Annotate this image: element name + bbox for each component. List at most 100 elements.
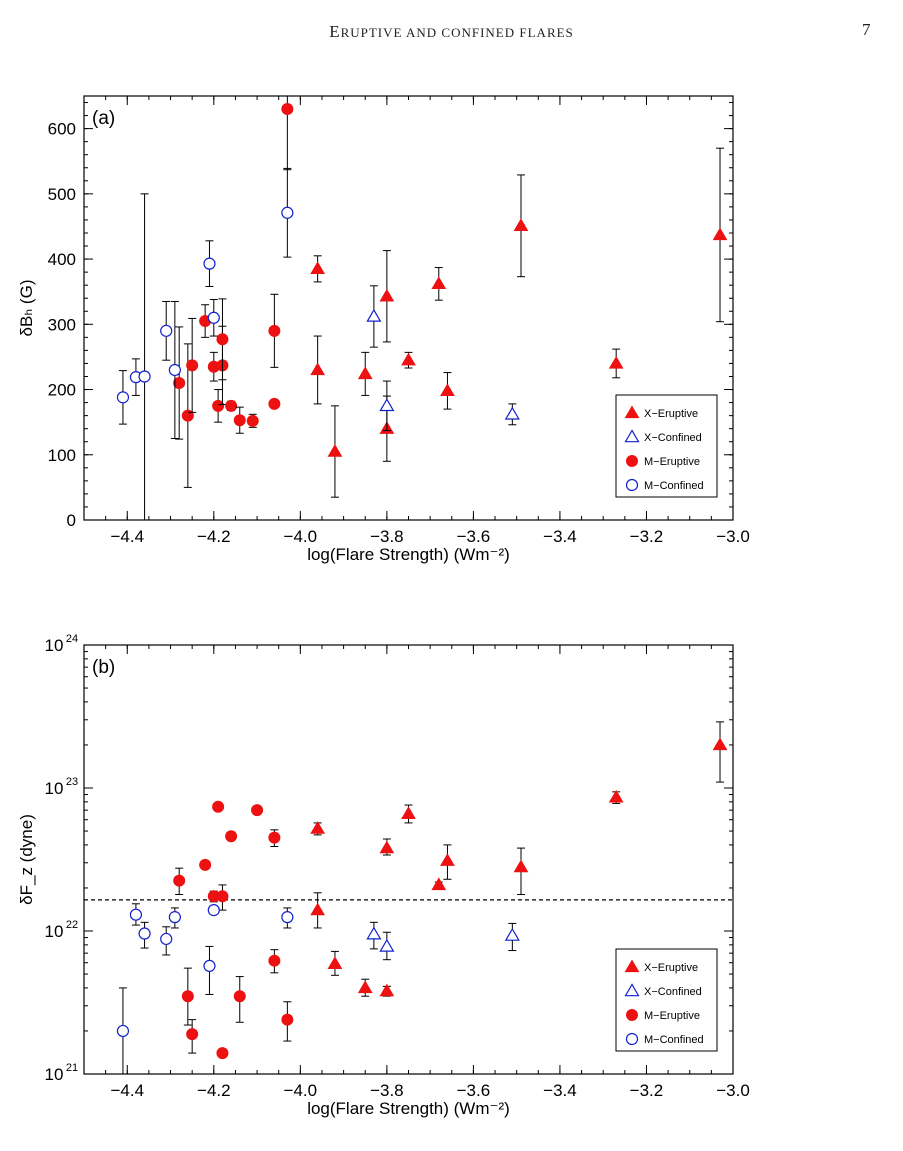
data-point-2 <box>327 444 343 457</box>
series-M−Eruptive <box>173 96 294 488</box>
data-point-6 <box>401 352 416 366</box>
data-point-legend-1 <box>624 429 640 443</box>
series-X−Eruptive <box>310 147 728 498</box>
y-tick-label: 100 <box>48 446 76 465</box>
data-point-32 <box>160 932 173 946</box>
data-point-legend-0 <box>624 405 640 419</box>
data-point-26 <box>268 324 281 337</box>
x-tick-label: −4.4 <box>110 1081 144 1100</box>
data-point-0 <box>310 821 326 834</box>
data-layer <box>116 721 728 1074</box>
series-X−Eruptive <box>310 721 728 997</box>
data-point-17 <box>186 1028 199 1041</box>
data-point-14 <box>504 406 520 420</box>
panel-label: (b) <box>92 657 115 678</box>
data-point-18 <box>199 858 212 871</box>
data-layer <box>116 96 728 520</box>
y-tick-label: 500 <box>48 185 76 204</box>
data-point-22 <box>216 333 229 346</box>
data-point-legend-3 <box>625 478 639 492</box>
data-point-23 <box>225 830 238 843</box>
data-point-12 <box>366 926 382 940</box>
legend-label: M−Confined <box>644 1034 704 1046</box>
data-point-1 <box>310 902 326 916</box>
data-point-8 <box>440 853 455 866</box>
data-point-31 <box>138 370 151 383</box>
y-tick-label: 0 <box>67 511 76 530</box>
series-X−Confined <box>366 921 520 961</box>
series-M−Confined <box>116 903 294 1074</box>
page-number: 7 <box>862 20 871 39</box>
data-point-20 <box>212 399 225 412</box>
data-point-23 <box>225 399 238 412</box>
data-point-11 <box>712 227 728 241</box>
y-tick-label: 10 <box>45 922 64 941</box>
data-point-2 <box>327 956 343 969</box>
data-point-33 <box>168 363 181 377</box>
data-point-34 <box>203 959 216 973</box>
y-tick-label: 300 <box>48 315 76 334</box>
data-point-20 <box>212 800 225 813</box>
data-point-4 <box>379 288 395 302</box>
legend-label: M−Eruptive <box>644 456 700 468</box>
data-point-25 <box>251 804 264 817</box>
y-tick-exponent: 21 <box>66 1062 78 1074</box>
x-tick-label: −3.0 <box>716 1081 750 1100</box>
x-tick-label: −3.6 <box>457 1081 491 1100</box>
data-point-17 <box>186 359 199 372</box>
data-point-22 <box>216 1047 229 1060</box>
data-point-8 <box>440 383 455 397</box>
data-point-11 <box>712 737 728 751</box>
data-point-34 <box>203 257 216 270</box>
y-tick-label: 400 <box>48 250 76 269</box>
data-point-legend-2 <box>626 1009 638 1021</box>
data-point-24 <box>233 990 246 1003</box>
chart-delta-bh: −4.4 −4.2 −4.0 −3.8 −3.6 −3.4 −3.2 −3.0 0 100 200 3… <box>17 95 750 564</box>
y-tick-exponent: 23 <box>66 776 78 788</box>
y-tick-label: 10 <box>45 636 64 655</box>
data-point-13 <box>379 398 395 412</box>
data-point-35 <box>207 904 220 917</box>
x-tick-label: −4.0 <box>284 1081 318 1100</box>
legend-label: M−Confined <box>644 480 704 492</box>
y-tick-label: 10 <box>45 1065 64 1084</box>
data-point-28 <box>281 1013 294 1026</box>
y-tick-exponent: 22 <box>66 919 78 931</box>
data-point-26 <box>268 831 281 844</box>
legend-label: X−Confined <box>644 432 702 444</box>
data-point-6 <box>401 806 416 819</box>
data-point-10 <box>608 355 624 369</box>
data-point-15 <box>173 874 186 887</box>
x-axis-label: log(Flare Strength) (Wm⁻²) <box>307 545 510 564</box>
x-tick-label: −3.2 <box>630 527 664 546</box>
series-M−Confined <box>116 167 294 520</box>
data-point-5 <box>379 983 395 997</box>
data-point-3 <box>357 366 373 380</box>
x-tick-label: −3.4 <box>543 1081 577 1100</box>
x-tick-label: −3.8 <box>370 1081 404 1100</box>
x-axis-label: log(Flare Strength) (Wm⁻²) <box>307 1099 510 1118</box>
y-axis-label: δBₕ (G) <box>17 280 36 337</box>
data-point-12 <box>366 308 382 322</box>
data-point-14 <box>504 927 520 941</box>
data-point-legend-1 <box>624 983 640 997</box>
data-point-36 <box>281 206 294 219</box>
data-point-1 <box>310 362 326 376</box>
y-tick-exponent: 24 <box>66 633 78 645</box>
data-point-9 <box>513 218 529 231</box>
data-point-9 <box>513 859 529 873</box>
y-tick-label: 600 <box>48 120 76 139</box>
data-point-7 <box>431 276 447 290</box>
legend-label: X−Eruptive <box>644 962 698 974</box>
legend-label: M−Eruptive <box>644 1010 700 1022</box>
data-point-legend-0 <box>624 959 640 973</box>
panel-label: (a) <box>92 108 115 129</box>
data-point-36 <box>281 911 294 924</box>
data-point-16 <box>181 409 194 422</box>
data-point-27 <box>268 397 281 410</box>
y-tick-label: 200 <box>48 381 76 400</box>
y-tick-label: 10 <box>45 779 64 798</box>
x-tick-label: −3.0 <box>716 527 750 546</box>
data-point-0 <box>310 261 326 275</box>
data-point-32 <box>160 324 173 337</box>
